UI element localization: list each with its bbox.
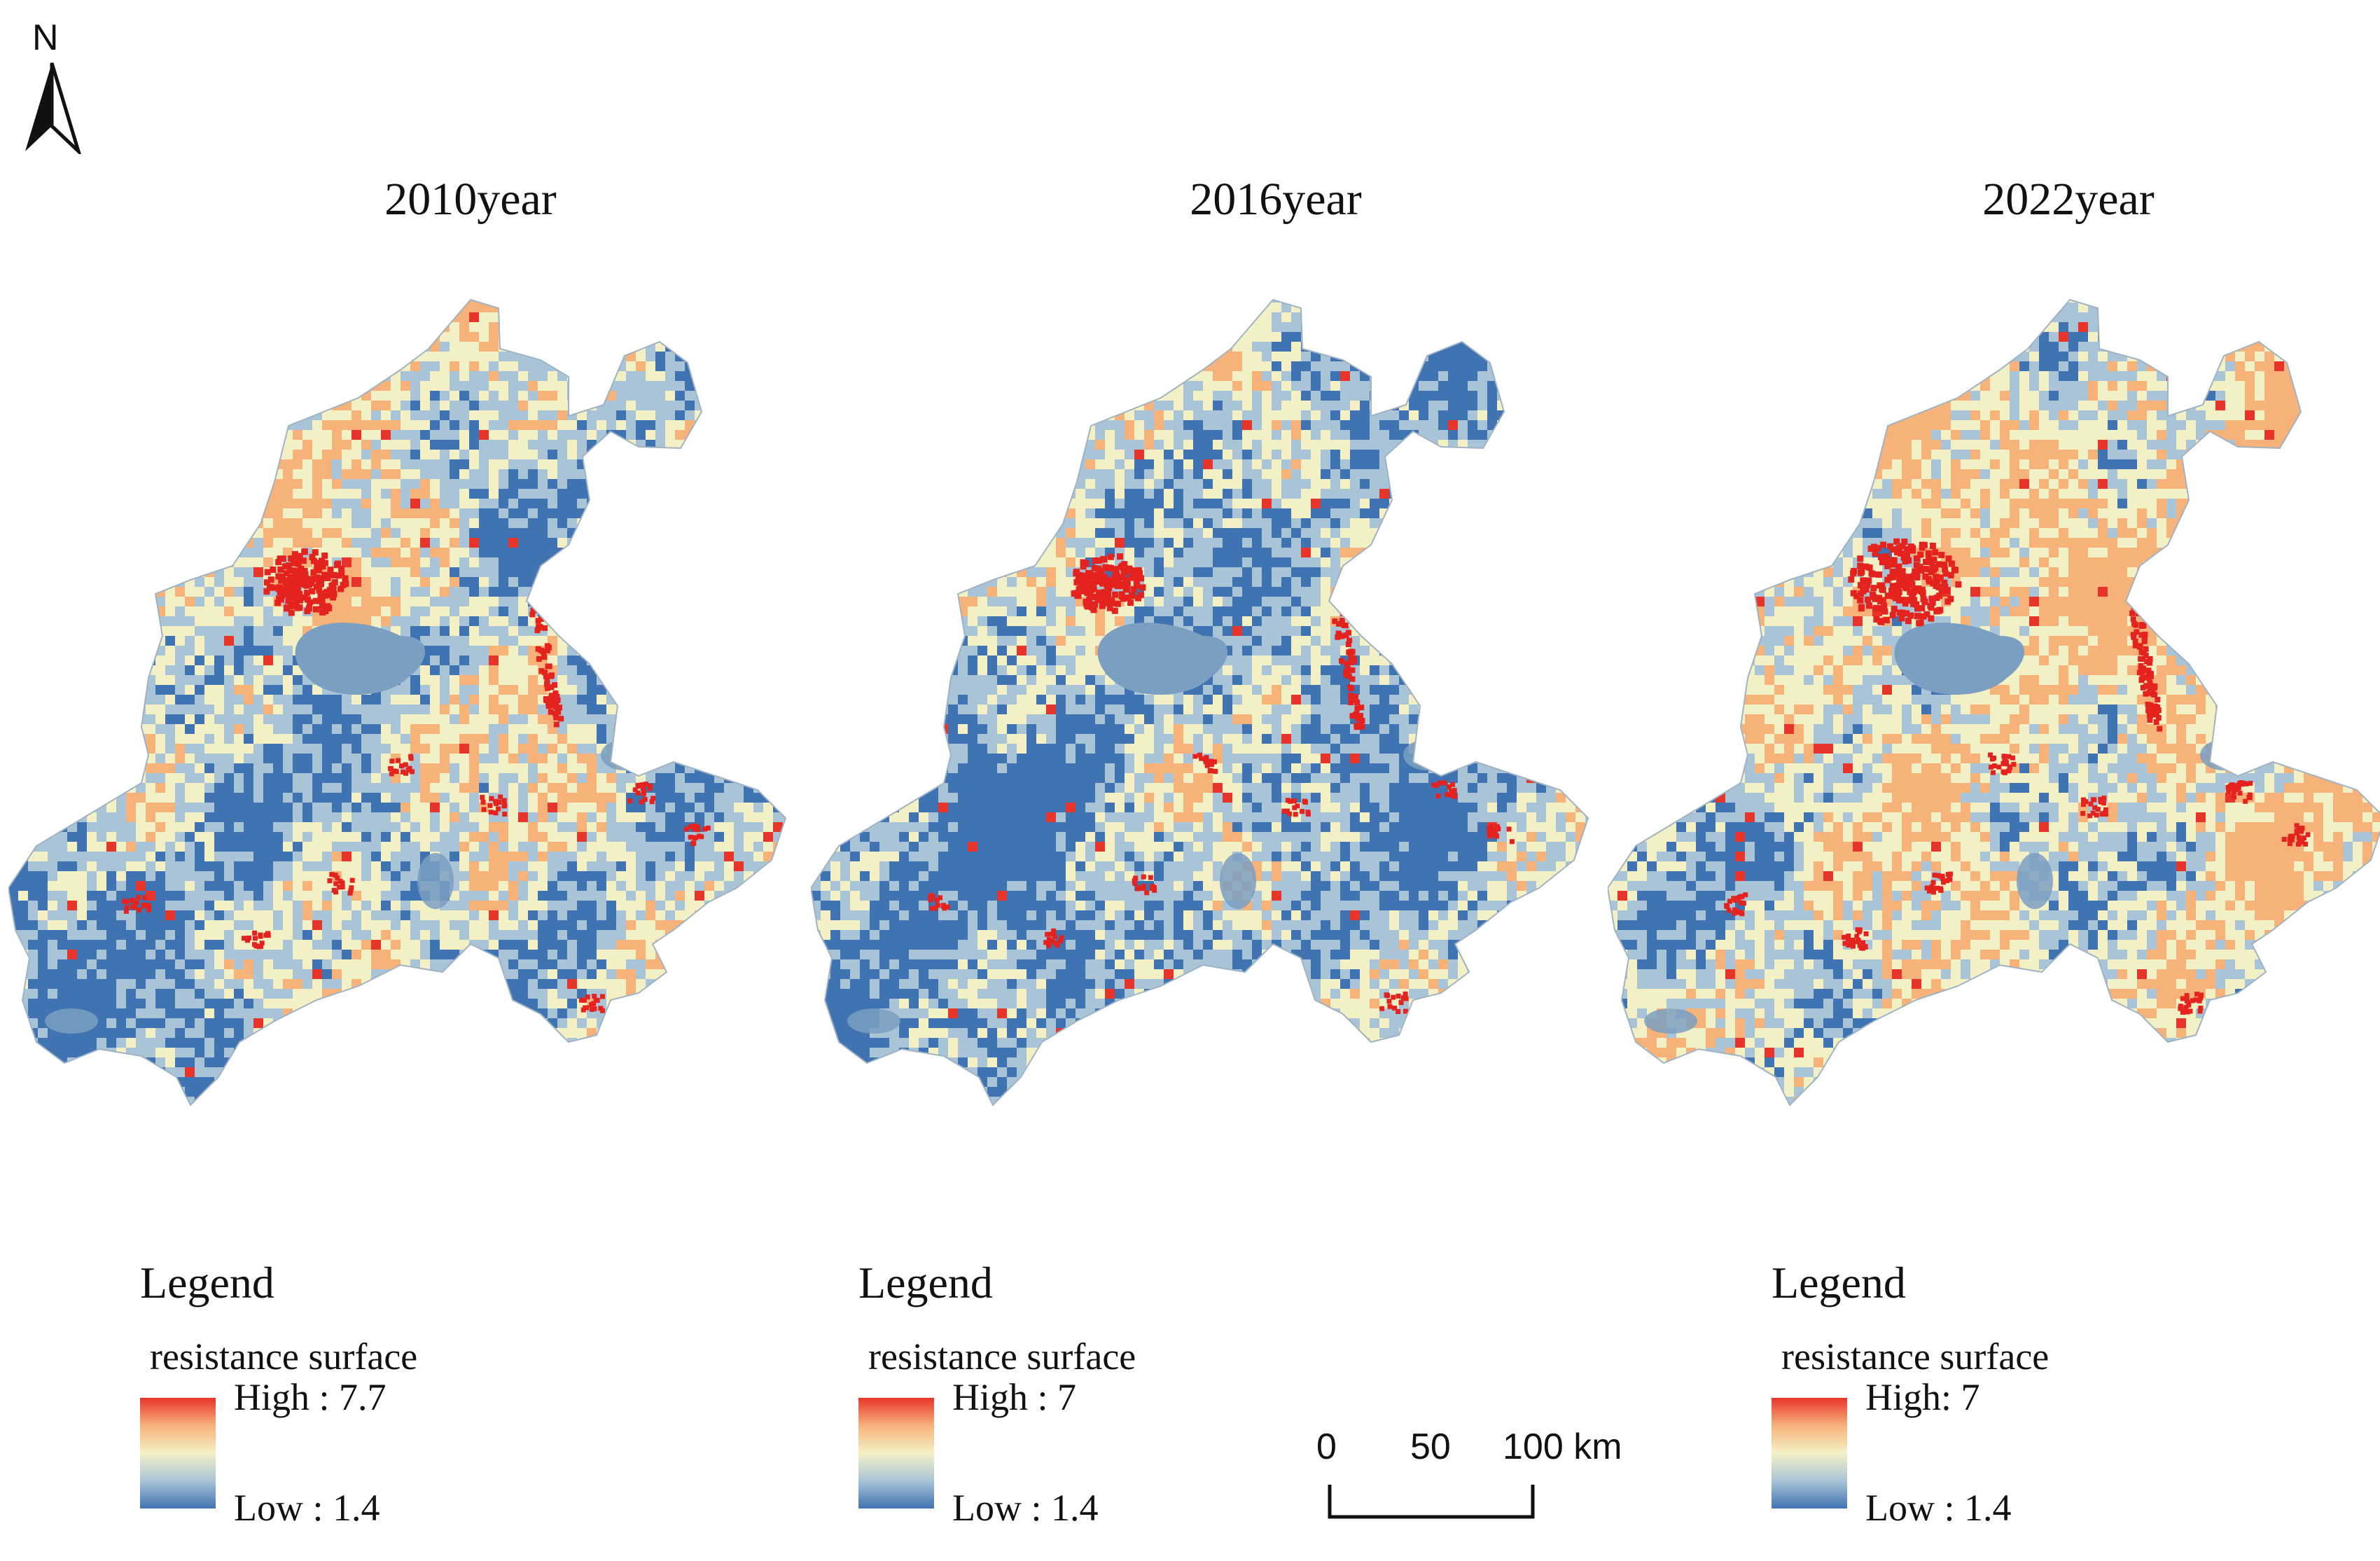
legend-high-label: High: 7 xyxy=(1865,1378,1980,1416)
resistance-map-2010 xyxy=(8,298,787,1106)
legend-low-label: Low : 1.4 xyxy=(1865,1489,2012,1527)
region-outline xyxy=(811,298,1589,1106)
urban-core xyxy=(1071,553,1146,614)
lake-shape xyxy=(295,623,425,695)
scale-label-0: 0 xyxy=(1316,1429,1337,1465)
panel-title-2016: 2016year xyxy=(1066,176,1486,223)
panel-title-2010: 2010year xyxy=(260,176,681,223)
lake-shape xyxy=(1894,623,2024,695)
legend-low-label: Low : 1.4 xyxy=(952,1489,1099,1527)
scale-bar: 0 50 100 km xyxy=(1309,1429,1673,1534)
scale-label-50: 50 xyxy=(1410,1429,1451,1465)
color-ramp xyxy=(1772,1398,1847,1508)
raster-cells xyxy=(811,300,1588,1105)
legend-subtitle: resistance surface xyxy=(150,1338,417,1375)
legend-subtitle: resistance surface xyxy=(1781,1338,2049,1375)
legend-high-label: High : 7.7 xyxy=(234,1378,387,1416)
legend-title: Legend xyxy=(140,1261,274,1305)
legend-2010: Legend resistance surface High : 7.7 Low… xyxy=(140,1261,560,1541)
raster-cells xyxy=(1608,300,2380,1105)
legend-2022: Legend resistance surface High: 7 Low : … xyxy=(1772,1261,2192,1541)
region-outline xyxy=(8,298,787,1106)
resistance-map-2022 xyxy=(1608,298,2380,1106)
color-ramp xyxy=(140,1398,216,1508)
legend-2016: Legend resistance surface High : 7 Low :… xyxy=(858,1261,1279,1541)
resistance-map-2016 xyxy=(811,298,1589,1106)
scale-bar-line xyxy=(1328,1485,1535,1519)
urban-core xyxy=(263,548,349,616)
legend-high-label: High : 7 xyxy=(952,1378,1076,1416)
urban-core xyxy=(1848,538,1962,627)
legend-low-label: Low : 1.4 xyxy=(234,1489,380,1527)
region-outline xyxy=(1608,298,2380,1106)
raster-cells xyxy=(8,300,786,1105)
lake-shape xyxy=(1097,623,1227,695)
legend-subtitle: resistance surface xyxy=(868,1338,1136,1375)
legend-title: Legend xyxy=(1772,1261,1906,1305)
legend-title: Legend xyxy=(858,1261,993,1305)
panel-title-2022: 2022year xyxy=(1858,176,2278,223)
color-ramp xyxy=(858,1398,934,1508)
north-arrow-label: N xyxy=(32,20,59,56)
scale-label-100: 100 km xyxy=(1503,1429,1622,1465)
north-arrow-icon xyxy=(25,62,81,154)
